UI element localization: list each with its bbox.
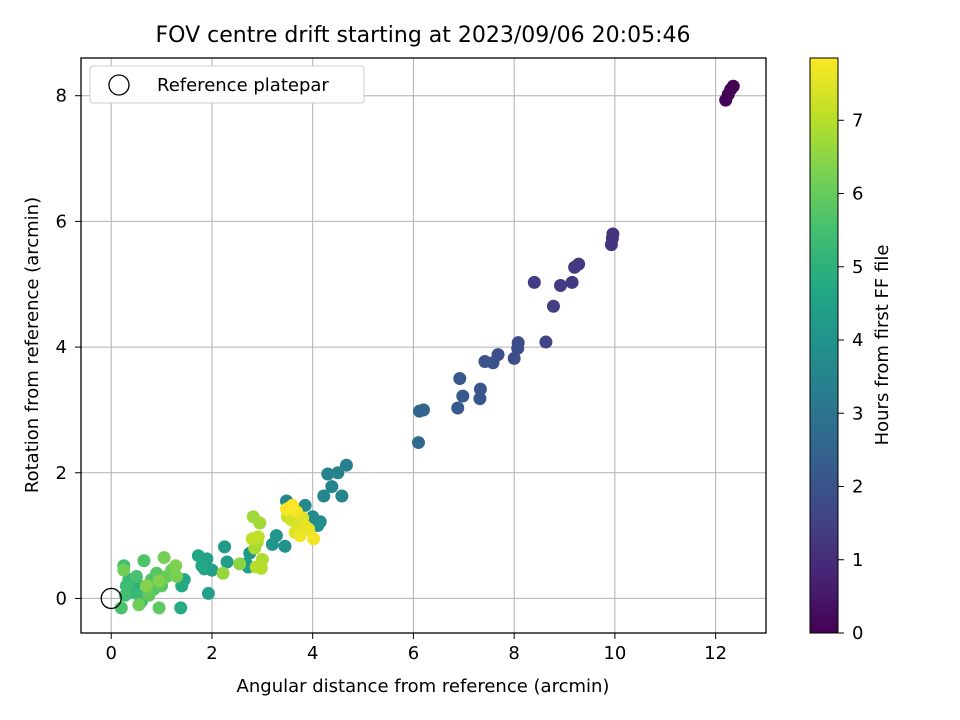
data-point [453,371,467,385]
data-point [456,389,470,403]
y-axis-ticks: 0 2 4 6 8 [56,86,81,609]
x-axis-label: Angular distance from reference (arcmin) [237,676,610,697]
data-point [325,480,339,494]
data-point [473,392,487,406]
colorbar-tick-label: 5 [852,257,863,278]
x-tick-label: 12 [704,643,727,664]
y-tick-label: 6 [56,211,67,232]
data-point [216,566,230,580]
x-tick-label: 0 [105,643,116,664]
data-point [139,579,153,593]
data-point [473,382,487,396]
colorbar-ticks: 0 1 2 3 4 5 6 7 [838,110,863,644]
colorbar-tick-label: 6 [852,184,863,205]
colorbar-tick-label: 0 [852,623,863,644]
colorbar-tick-label: 1 [852,550,863,571]
data-point [568,260,582,274]
data-point [321,467,335,481]
data-point [169,559,183,573]
x-tick-label: 2 [206,643,217,664]
data-point [253,516,267,530]
x-tick-label: 10 [603,643,626,664]
data-point [511,341,525,355]
colorbar-label: Hours from first FF file [872,245,893,446]
legend-entry-label: Reference platepar [157,75,329,96]
data-point [478,355,492,369]
data-point [606,227,620,241]
data-point [269,529,283,543]
data-point [527,275,541,289]
x-axis-ticks: 0 2 4 6 8 10 12 [105,633,727,664]
data-point [170,569,184,583]
data-point [152,574,166,588]
legend-box [89,65,365,104]
data-point [317,489,331,503]
data-point [451,401,465,415]
data-point [335,489,349,503]
data-point [411,436,425,450]
scatter-points [114,79,740,615]
colorbar-tick-label: 3 [852,403,863,424]
plot-frame [80,57,767,634]
data-point [157,551,171,565]
data-point [339,458,353,472]
data-point [114,601,128,615]
y-tick-label: 4 [56,337,67,358]
data-point [417,403,430,417]
x-tick-label: 6 [408,643,419,664]
data-point [726,79,740,93]
x-tick-label: 8 [508,643,519,664]
data-point [331,466,345,480]
data-point [118,588,132,602]
data-point [245,532,259,546]
colorbar [809,57,839,634]
data-point [307,532,321,546]
data-point [218,540,232,554]
y-tick-label: 8 [56,86,67,107]
data-point [539,335,553,349]
data-point [191,549,205,563]
data-point [117,563,131,577]
colorbar-tick-label: 2 [852,477,863,498]
reference-platepar-marker [100,587,122,610]
data-point [132,598,146,612]
data-point [233,557,247,571]
colorbar-tick-label: 4 [852,330,863,351]
data-point [195,559,209,573]
data-point [129,569,143,583]
data-point [220,555,234,569]
data-point [286,498,300,512]
data-point [507,351,521,365]
x-tick-label: 4 [307,643,318,664]
data-point [174,601,188,615]
data-point [278,539,292,553]
data-point [293,529,307,543]
y-tick-label: 0 [56,588,67,609]
chart-title: FOV centre drift starting at 2023/09/06 … [156,23,691,48]
data-point [119,579,133,593]
data-point [152,601,166,615]
y-tick-label: 2 [56,463,67,484]
colorbar-tick-label: 7 [852,110,863,131]
data-point [201,586,215,600]
legend: Reference platepar [89,65,365,104]
data-point [249,560,263,574]
data-point [554,278,567,292]
y-axis-label: Rotation from reference (arcmin) [22,197,43,493]
data-point [137,554,151,568]
data-point [565,275,579,289]
grid [81,58,766,633]
data-point [546,299,560,313]
legend-marker-icon [108,74,130,96]
